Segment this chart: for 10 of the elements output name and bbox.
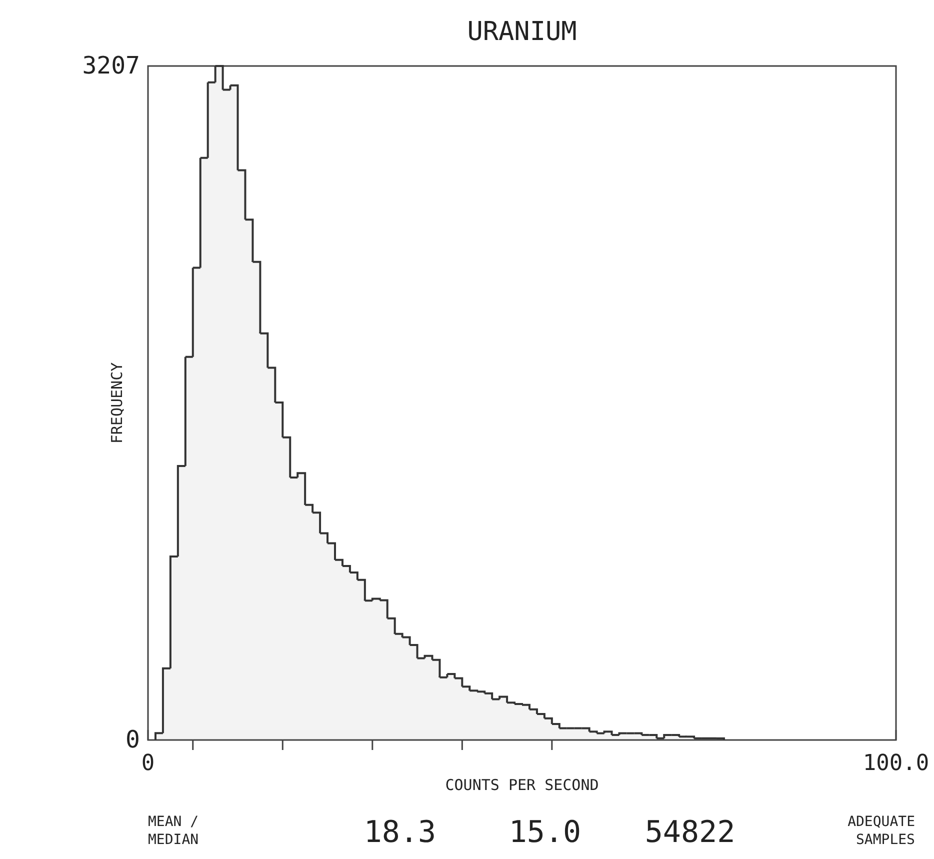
text: 18.3 <box>364 815 436 850</box>
text: MEAN / MEDIAN <box>148 814 199 848</box>
y-tick-label: 3207 <box>82 52 140 80</box>
text: ADEQUATE SAMPLES <box>848 814 915 848</box>
text: 15.0 <box>508 815 582 850</box>
y-axis-title: FREQUENCY <box>108 362 126 444</box>
x-axis-title: COUNTS PER SECOND <box>445 776 599 794</box>
x-tick-label: 100.0 <box>862 751 930 776</box>
text: 54822 <box>644 815 736 850</box>
chart-title: URANIUM <box>467 17 577 47</box>
